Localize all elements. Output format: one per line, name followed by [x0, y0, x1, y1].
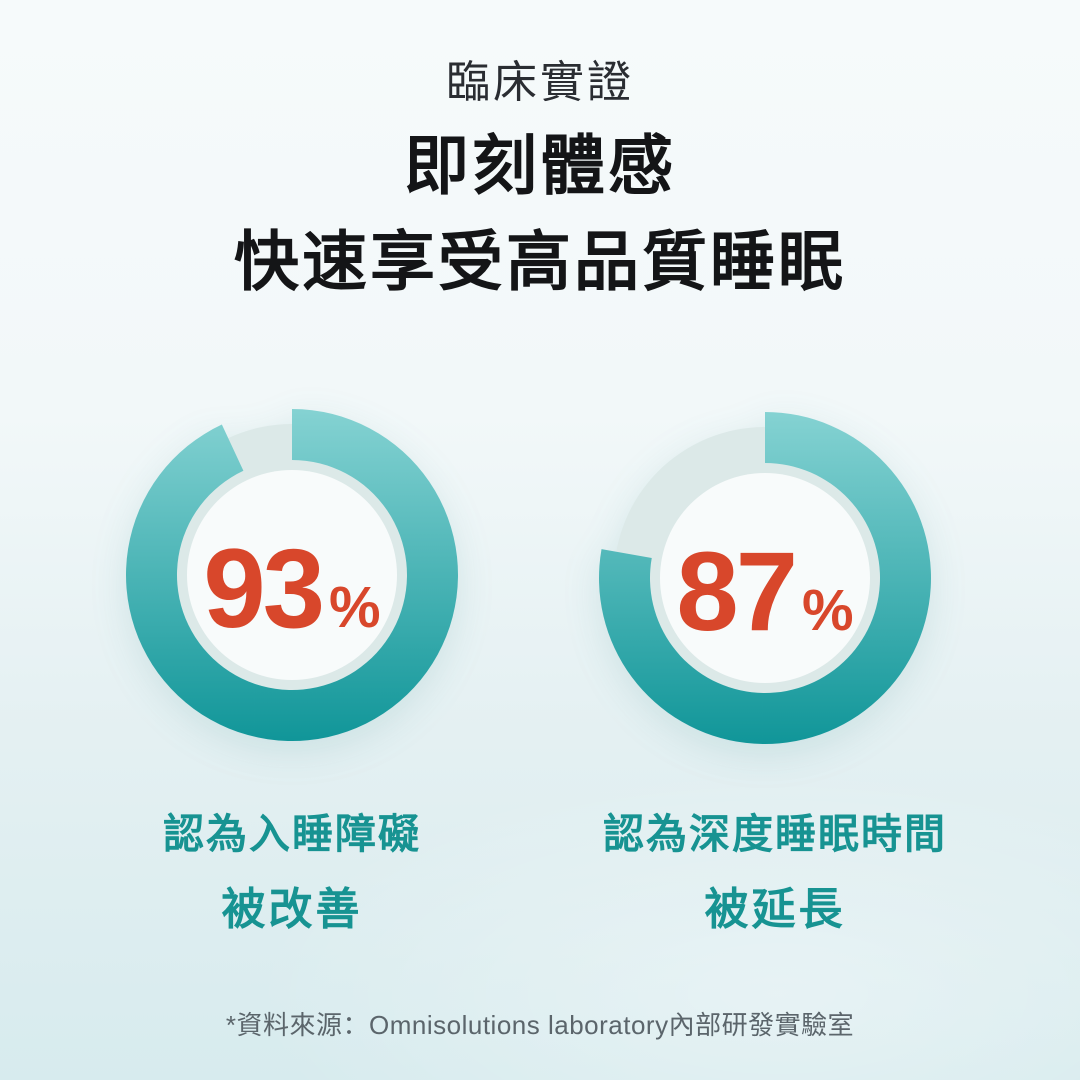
donut-chart-deep-sleep: 87% [595, 408, 935, 748]
caption-line-2: 被改善 [221, 885, 363, 934]
percent-sign: % [802, 578, 854, 643]
percent-value-sleep-onset: 93% [122, 419, 462, 759]
chart-caption-sleep-onset: 認為入睡障礙 被改善 [62, 800, 522, 937]
caption-line-1: 認為深度睡眠時間 [603, 811, 947, 857]
donut-inner-circle [187, 470, 397, 680]
donut-progress-arc [598, 412, 931, 744]
percent-value-deep-sleep: 87% [595, 422, 935, 762]
percent-number: 93 [203, 526, 325, 651]
percent-sign: % [329, 575, 381, 640]
title-line-1: 即刻體感 [403, 129, 676, 202]
percent-number: 87 [676, 529, 798, 654]
donut-ring-deep-sleep [598, 412, 931, 744]
donut-ring-sleep-onset [125, 409, 458, 741]
source-footnote: *資料來源：Omnisolutions laboratory內部研發實驗室 [225, 1010, 855, 1040]
chart-caption-deep-sleep: 認為深度睡眠時間 被延長 [545, 800, 1005, 937]
donut-inner-circle [660, 473, 870, 683]
page-title: 即刻體感 快速享受高品質睡眠 [0, 118, 1080, 310]
caption-line-1: 認為入睡障礙 [163, 811, 421, 857]
donut-chart-sleep-onset: 93% [122, 405, 462, 745]
caption-line-2: 被延長 [704, 885, 846, 934]
title-line-2: 快速享受高品質睡眠 [233, 225, 846, 298]
donut-progress-arc [125, 409, 458, 741]
eyebrow-heading: 臨床實證 [446, 58, 634, 107]
